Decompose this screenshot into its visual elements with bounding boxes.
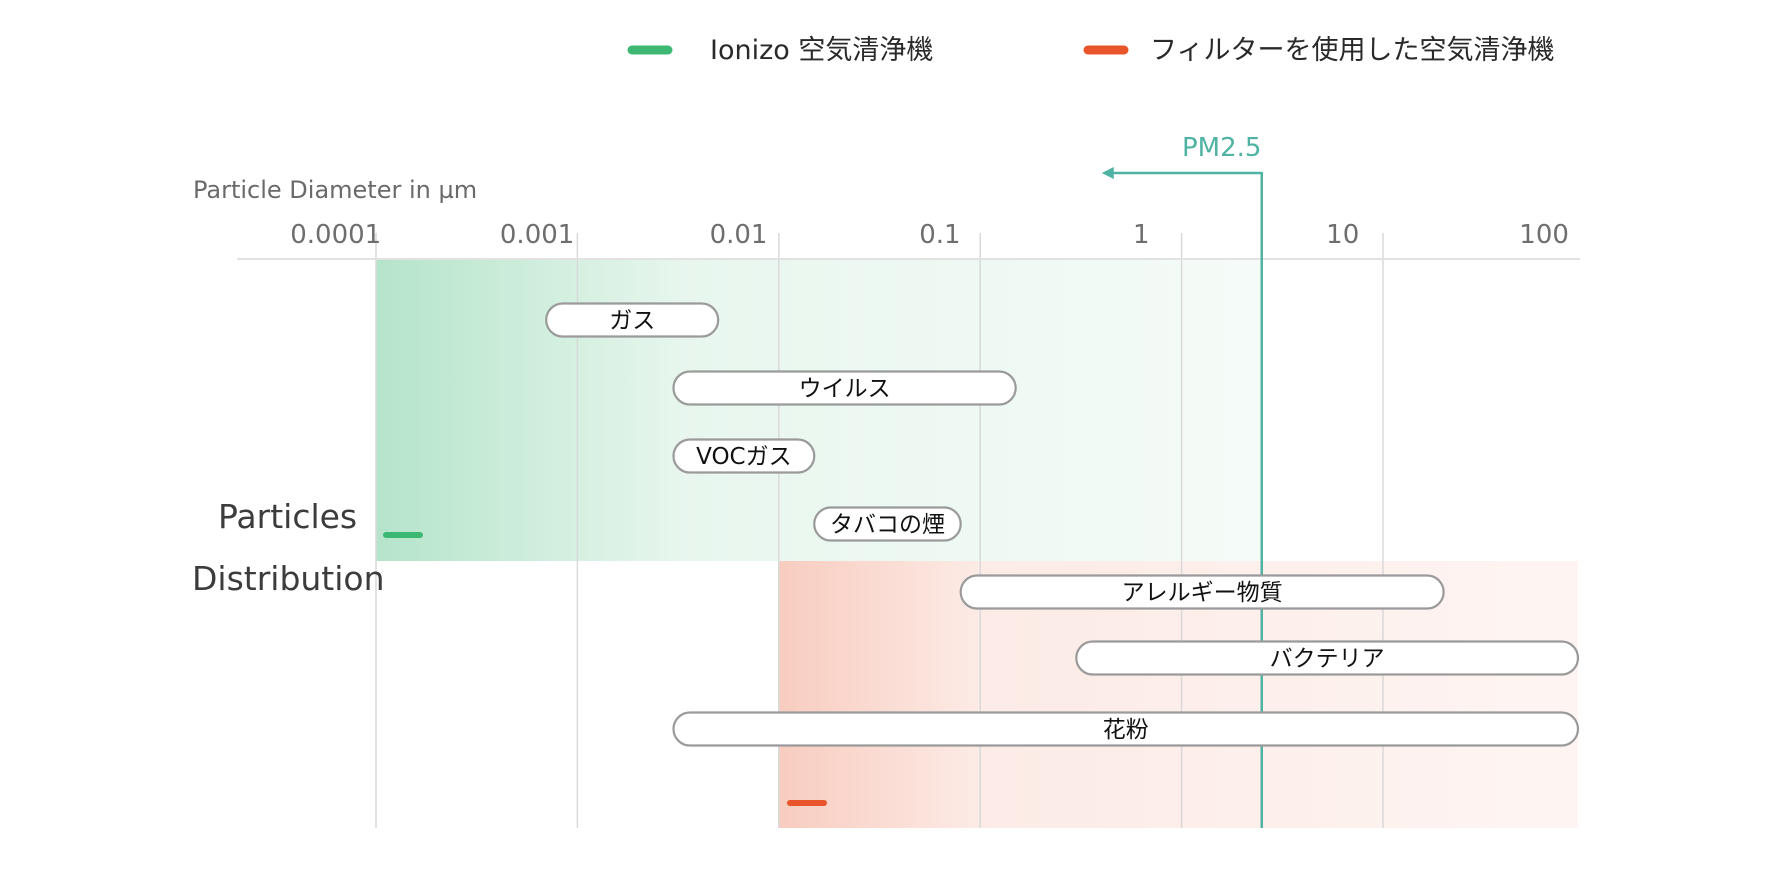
range-label: VOCガス xyxy=(696,444,792,470)
pm25-label: PM2.5 xyxy=(1182,133,1261,163)
range-bar xyxy=(959,574,1445,610)
range-bar xyxy=(672,438,816,474)
legend-label-ionizo: Ionizo 空気清浄機 xyxy=(710,35,933,66)
range-bar xyxy=(545,302,720,338)
range-label: ウイルス xyxy=(799,376,891,402)
range-bar xyxy=(672,711,1580,747)
x-tick-label: 0.001 xyxy=(500,220,574,250)
legend: Ionizo 空気清浄機 フィルターを使用した空気清浄機 xyxy=(627,35,1554,66)
x-axis-ticks: 0.0001 0.001 0.01 0.1 1 10 100 xyxy=(290,220,1569,250)
range-label: バクテリア xyxy=(1270,646,1385,672)
x-tick-label: 0.01 xyxy=(710,220,768,250)
range-bar xyxy=(1075,640,1580,676)
x-tick-label: 1 xyxy=(1133,220,1150,250)
range-label: 花粉 xyxy=(1103,717,1149,743)
side-label-distribution: Distribution xyxy=(192,559,385,598)
range-bar xyxy=(672,370,1017,406)
range-label: ガス xyxy=(609,308,655,334)
x-tick-label: 10 xyxy=(1326,220,1359,250)
x-tick-label: 0.0001 xyxy=(290,220,381,250)
x-tick-label: 0.1 xyxy=(919,220,960,250)
pm25-arrowhead xyxy=(1101,167,1114,179)
legend-label-filter: フィルターを使用した空気清浄機 xyxy=(1150,35,1554,66)
ionizo-coverage-region xyxy=(376,259,1262,561)
range-label: タバコの煙 xyxy=(830,512,945,538)
x-axis-title: Particle Diameter in µm xyxy=(193,176,477,204)
side-label-particles: Particles xyxy=(218,497,357,536)
range-bar xyxy=(813,506,962,542)
x-tick-label: 100 xyxy=(1519,220,1569,250)
range-label: アレルギー物質 xyxy=(1122,580,1283,606)
